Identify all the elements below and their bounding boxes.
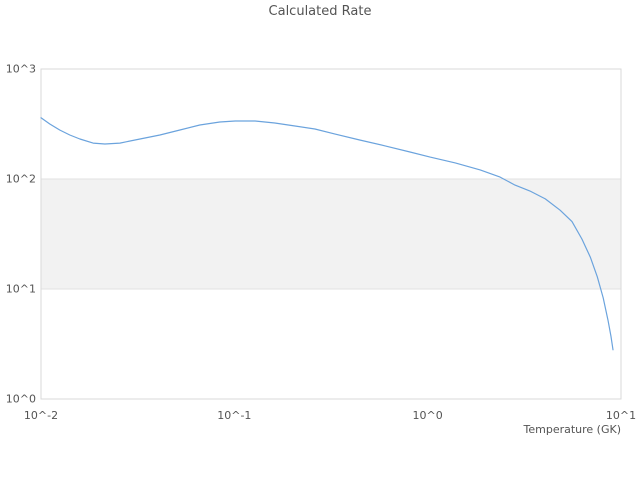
- highlight-band: [41, 179, 621, 289]
- x-tick-label: 10^-1: [217, 409, 252, 422]
- y-tick-label: 10^3: [5, 62, 36, 76]
- y-tick-label: 10^2: [5, 172, 36, 186]
- x-axis-label: Temperature (GK): [523, 423, 622, 436]
- x-tick-label: 10^1: [605, 409, 637, 422]
- y-tick-label: 10^0: [5, 392, 36, 406]
- plot-border: [40, 68, 622, 400]
- rate-curve: [40, 117, 614, 351]
- chart-title: Calculated Rate: [268, 4, 372, 19]
- y-tick-label: 10^1: [5, 282, 36, 296]
- x-tick-label: 10^0: [412, 409, 443, 422]
- x-tick-label: 10^-2: [23, 409, 59, 422]
